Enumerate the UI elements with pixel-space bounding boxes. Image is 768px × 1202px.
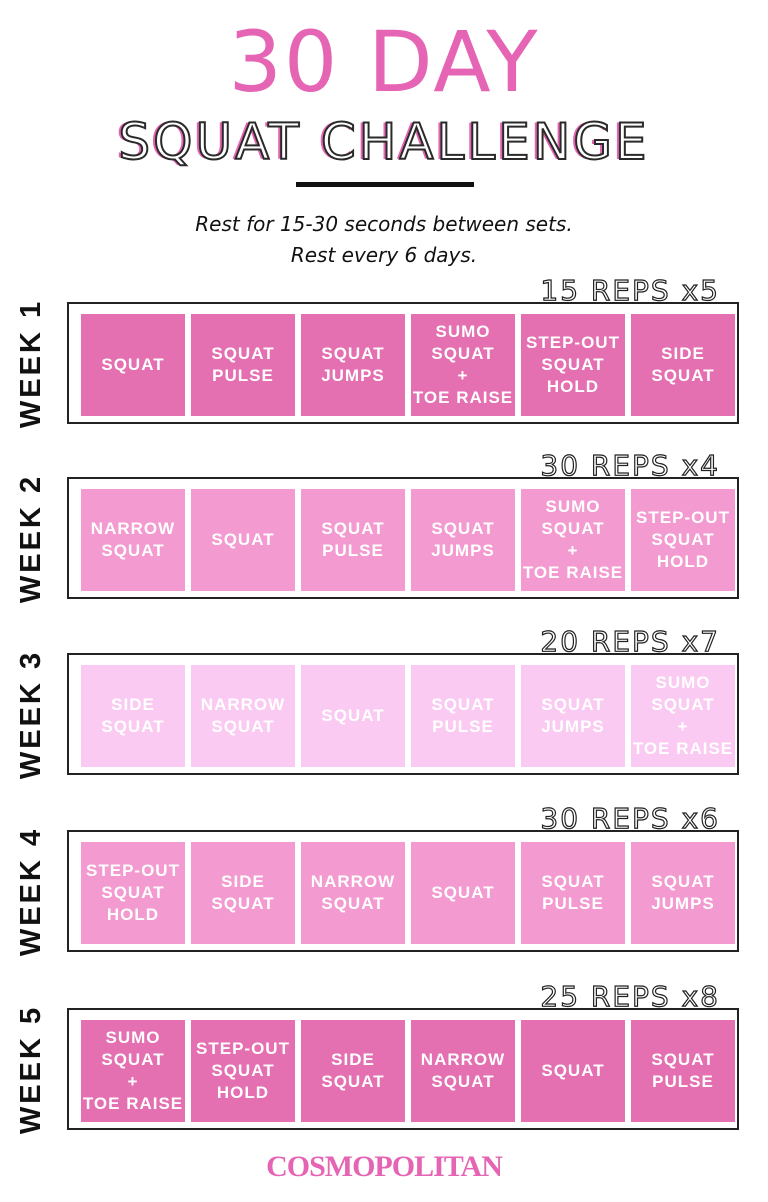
exercise-cell: NARROW SQUAT bbox=[191, 665, 295, 767]
exercise-cell: SQUAT PULSE bbox=[191, 314, 295, 416]
exercise-cell: SQUAT bbox=[521, 1020, 625, 1122]
week-reps: 25 REPS x8 bbox=[540, 980, 720, 1013]
week-label: WEEK 1 bbox=[0, 298, 64, 427]
exercise-cell: SQUAT bbox=[191, 489, 295, 591]
exercise-cell: STEP-OUT SQUAT HOLD bbox=[521, 314, 625, 416]
exercise-cell: SQUAT PULSE bbox=[631, 1020, 735, 1122]
exercise-cell: STEP-OUT SQUAT HOLD bbox=[191, 1020, 295, 1122]
week-label: WEEK 3 bbox=[0, 649, 64, 778]
exercise-cell: NARROW SQUAT bbox=[411, 1020, 515, 1122]
week-label-text: WEEK 1 bbox=[15, 298, 48, 428]
week-box: SIDE SQUAT NARROW SQUAT SQUAT SQUAT PULSE SQ… bbox=[67, 653, 739, 775]
exercise-cell: SIDE SQUAT bbox=[81, 665, 185, 767]
week-box: SQUAT SQUAT PULSE SQUAT JUMPS SUMO SQUAT + … bbox=[67, 302, 739, 424]
exercise-cell: SIDE SQUAT bbox=[191, 842, 295, 944]
exercise-row: STEP-OUT SQUAT HOLD SIDE SQUAT NARROW SQUA… bbox=[81, 842, 735, 944]
week-box: NARROW SQUAT SQUAT SQUAT PULSE SQUAT JUMPS S… bbox=[67, 477, 739, 599]
cosmopolitan-logo: COSMOPOLITAN bbox=[266, 1150, 503, 1183]
exercise-row: SUMO SQUAT + TOE RAISE STEP-OUT SQUAT HOL… bbox=[81, 1020, 735, 1122]
week-label-text: WEEK 5 bbox=[15, 1004, 48, 1134]
page-title: 30 DAY bbox=[228, 13, 540, 111]
exercise-cell: SIDE SQUAT bbox=[631, 314, 735, 416]
week-box: SUMO SQUAT + TOE RAISE STEP-OUT SQUAT HOL… bbox=[67, 1008, 739, 1130]
exercise-cell: SQUAT bbox=[411, 842, 515, 944]
week-box: STEP-OUT SQUAT HOLD SIDE SQUAT NARROW SQUA… bbox=[67, 830, 739, 952]
exercise-cell: SQUAT bbox=[81, 314, 185, 416]
exercise-cell: SQUAT PULSE bbox=[411, 665, 515, 767]
exercise-cell: SQUAT PULSE bbox=[521, 842, 625, 944]
rest-note-days: Rest every 6 days. bbox=[290, 243, 478, 267]
exercise-cell: SQUAT PULSE bbox=[301, 489, 405, 591]
week-label: WEEK 5 bbox=[0, 1004, 64, 1133]
exercise-cell: STEP-OUT SQUAT HOLD bbox=[631, 489, 735, 591]
exercise-cell: SQUAT JUMPS bbox=[411, 489, 515, 591]
title-divider bbox=[296, 182, 474, 187]
week-label: WEEK 2 bbox=[0, 473, 64, 602]
exercise-cell: SUMO SQUAT + TOE RAISE bbox=[411, 314, 515, 416]
exercise-cell: SIDE SQUAT bbox=[301, 1020, 405, 1122]
exercise-cell: SUMO SQUAT + TOE RAISE bbox=[521, 489, 625, 591]
week-reps: 15 REPS x5 bbox=[540, 274, 720, 307]
exercise-cell: NARROW SQUAT bbox=[81, 489, 185, 591]
week-label: WEEK 4 bbox=[0, 826, 64, 955]
exercise-cell: SUMO SQUAT + TOE RAISE bbox=[81, 1020, 185, 1122]
week-label-text: WEEK 2 bbox=[15, 473, 48, 603]
page-subtitle: SQUAT CHALLENGE bbox=[117, 112, 650, 172]
rest-note-sets: Rest for 15-30 seconds between sets. bbox=[195, 212, 573, 236]
exercise-cell: NARROW SQUAT bbox=[301, 842, 405, 944]
exercise-cell: SQUAT JUMPS bbox=[631, 842, 735, 944]
week-reps: 30 REPS x6 bbox=[540, 802, 720, 835]
exercise-cell: STEP-OUT SQUAT HOLD bbox=[81, 842, 185, 944]
exercise-row: SIDE SQUAT NARROW SQUAT SQUAT SQUAT PULSE SQ… bbox=[81, 665, 735, 767]
exercise-cell: SQUAT JUMPS bbox=[521, 665, 625, 767]
exercise-cell: SUMO SQUAT + TOE RAISE bbox=[631, 665, 735, 767]
week-label-text: WEEK 3 bbox=[15, 649, 48, 779]
exercise-cell: SQUAT JUMPS bbox=[301, 314, 405, 416]
exercise-row: NARROW SQUAT SQUAT SQUAT PULSE SQUAT JUMPS S… bbox=[81, 489, 735, 591]
week-label-text: WEEK 4 bbox=[15, 826, 48, 956]
exercise-cell: SQUAT bbox=[301, 665, 405, 767]
week-reps: 30 REPS x4 bbox=[540, 449, 720, 482]
exercise-row: SQUAT SQUAT PULSE SQUAT JUMPS SUMO SQUAT + … bbox=[81, 314, 735, 416]
week-reps: 20 REPS x7 bbox=[540, 625, 720, 658]
